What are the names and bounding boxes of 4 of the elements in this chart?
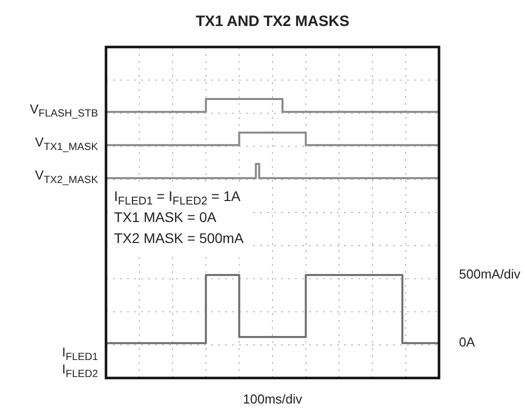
- text: 500mA/div: [459, 266, 521, 282]
- text: 0A: [459, 334, 476, 350]
- x-axis-title: 100ms/div: [242, 392, 303, 407]
- chart-title: TX1 AND TX2 MASKS: [196, 13, 350, 30]
